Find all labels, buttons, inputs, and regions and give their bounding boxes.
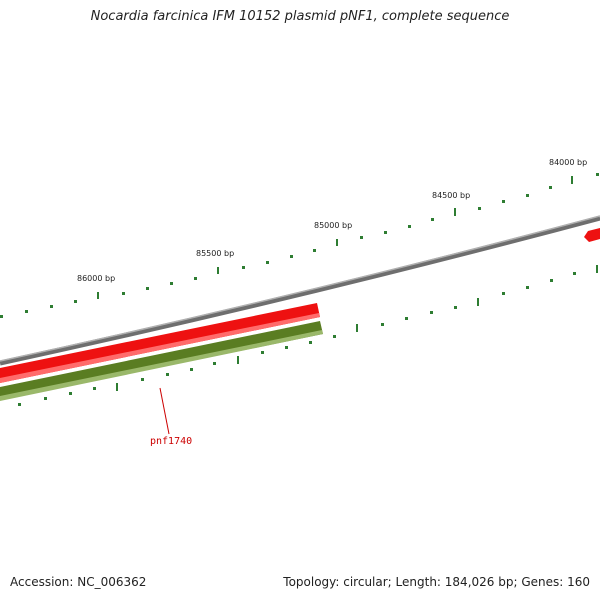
outer-minor-tick bbox=[242, 266, 245, 269]
outer-minor-tick bbox=[360, 236, 363, 239]
outer-minor-tick bbox=[502, 200, 505, 203]
outer-minor-tick bbox=[290, 255, 293, 258]
outer-minor-tick bbox=[478, 207, 481, 210]
inner-major-tick bbox=[116, 383, 118, 391]
outer-minor-tick bbox=[596, 173, 599, 176]
inner-major-tick bbox=[477, 298, 479, 306]
inner-tick-ring bbox=[18, 265, 598, 406]
tick-label-84500: 84500 bp bbox=[432, 191, 470, 200]
plasmid-backbone bbox=[0, 215, 600, 366]
outer-minor-tick bbox=[194, 277, 197, 280]
inner-minor-tick bbox=[550, 279, 553, 282]
plasmid-backbone-highlight bbox=[0, 215, 600, 362]
tick-label-84000: 84000 bp bbox=[549, 158, 587, 167]
gene-label-leader bbox=[159, 387, 170, 435]
forward-gene-partial[interactable] bbox=[584, 228, 600, 242]
inner-minor-tick bbox=[381, 323, 384, 326]
outer-minor-tick bbox=[408, 225, 411, 228]
inner-minor-tick bbox=[309, 341, 312, 344]
inner-minor-tick bbox=[430, 311, 433, 314]
inner-minor-tick bbox=[502, 292, 505, 295]
outer-minor-tick bbox=[431, 218, 434, 221]
outer-minor-tick bbox=[0, 315, 3, 318]
accession-text: Accession: NC_006362 bbox=[10, 575, 147, 589]
outer-minor-tick bbox=[313, 249, 316, 252]
outer-minor-tick bbox=[526, 194, 529, 197]
inner-major-tick bbox=[596, 265, 598, 273]
tick-label-85000: 85000 bp bbox=[314, 221, 352, 230]
inner-minor-tick bbox=[44, 397, 47, 400]
outer-major-tick bbox=[336, 239, 338, 246]
inner-minor-tick bbox=[213, 362, 216, 365]
outer-major-tick bbox=[97, 292, 99, 299]
outer-minor-tick bbox=[549, 186, 552, 189]
reverse-gene-shade bbox=[0, 330, 323, 401]
gene-label-pnf1740[interactable]: pnf1740 bbox=[150, 436, 192, 447]
inner-minor-tick bbox=[69, 392, 72, 395]
outer-major-tick bbox=[217, 267, 219, 274]
outer-minor-tick bbox=[384, 231, 387, 234]
inner-minor-tick bbox=[261, 351, 264, 354]
outer-minor-tick bbox=[50, 305, 53, 308]
outer-major-tick bbox=[571, 176, 573, 184]
map-title: Nocardia farcinica IFM 10152 plasmid pNF… bbox=[90, 9, 510, 24]
outer-tick-ring bbox=[0, 173, 599, 318]
inner-minor-tick bbox=[166, 373, 169, 376]
inner-major-tick bbox=[237, 356, 239, 364]
outer-minor-tick bbox=[146, 287, 149, 290]
inner-major-tick bbox=[356, 324, 358, 332]
outer-minor-tick bbox=[25, 310, 28, 313]
outer-minor-tick bbox=[74, 300, 77, 303]
inner-minor-tick bbox=[285, 346, 288, 349]
outer-minor-tick bbox=[266, 261, 269, 264]
inner-minor-tick bbox=[190, 368, 193, 371]
inner-minor-tick bbox=[18, 403, 21, 406]
inner-minor-tick bbox=[573, 272, 576, 275]
inner-minor-tick bbox=[333, 335, 336, 338]
inner-minor-tick bbox=[93, 387, 96, 390]
forward-gene-shade bbox=[0, 313, 320, 383]
outer-minor-tick bbox=[122, 292, 125, 295]
tick-label-86000: 86000 bp bbox=[77, 274, 115, 283]
outer-minor-tick bbox=[170, 282, 173, 285]
outer-major-tick bbox=[454, 208, 456, 216]
inner-minor-tick bbox=[454, 306, 457, 309]
genome-summary-text: Topology: circular; Length: 184,026 bp; … bbox=[283, 575, 590, 589]
inner-minor-tick bbox=[405, 317, 408, 320]
inner-minor-tick bbox=[526, 286, 529, 289]
tick-label-85500: 85500 bp bbox=[196, 249, 234, 258]
inner-minor-tick bbox=[141, 378, 144, 381]
